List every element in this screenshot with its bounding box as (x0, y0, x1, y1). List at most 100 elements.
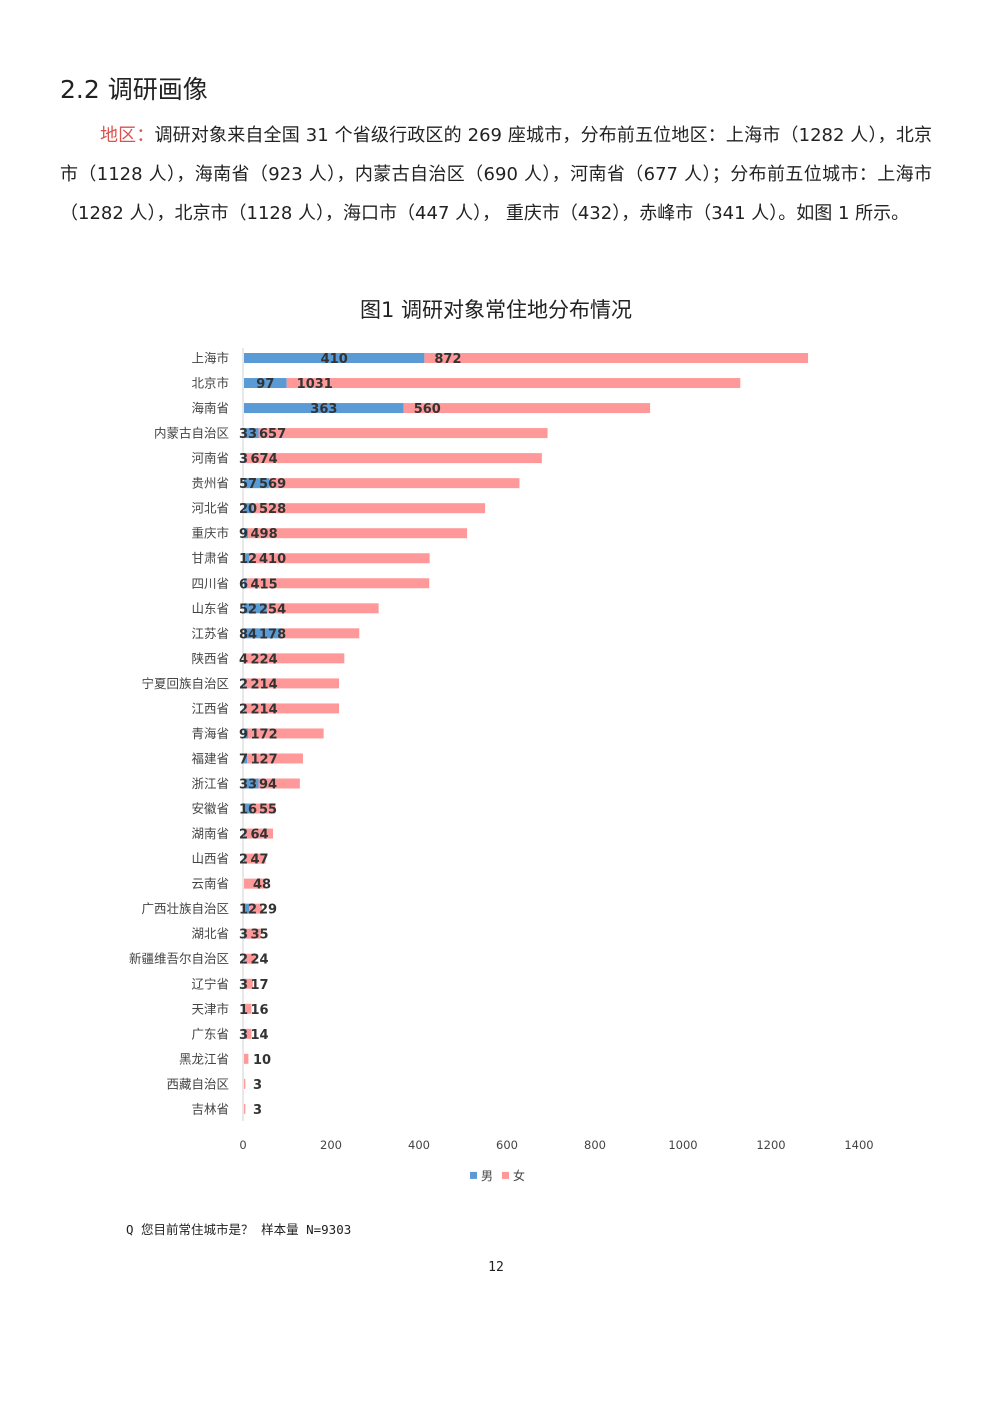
category-labels: 上海市北京市海南省内蒙古自治区河南省贵州省河北省重庆市甘肃省四川省山东省江苏省陕… (129, 351, 229, 1117)
bar-female (251, 803, 276, 814)
male-value-label: 3 (239, 928, 248, 943)
x-axis-ticks: 0 200 400 600 800 1000 1200 1400 (239, 1138, 873, 1152)
legend-label: 女 (513, 1168, 525, 1183)
male-value-label: 84 (239, 627, 257, 642)
female-value-label: 569 (259, 477, 286, 492)
page-number: 12 (488, 1260, 504, 1275)
male-value-label: 12 (239, 903, 257, 918)
category-label: 广东省 (191, 1026, 229, 1041)
x-tick-label: 600 (496, 1138, 518, 1152)
x-tick-label: 1400 (844, 1138, 873, 1152)
x-tick-label: 1200 (756, 1138, 785, 1152)
category-label: 黑龙江省 (179, 1051, 229, 1066)
bar-male (244, 753, 248, 764)
bar-female (245, 1028, 252, 1039)
category-label: 吉林省 (191, 1101, 229, 1116)
category-label: 安徽省 (191, 801, 229, 816)
male-value-label: 2 (239, 853, 248, 868)
female-value-label: 178 (259, 627, 286, 642)
female-value-label: 47 (251, 853, 269, 868)
female-value-label: 528 (259, 502, 286, 517)
male-value-label: 363 (310, 402, 337, 417)
category-label: 甘肃省 (191, 551, 229, 566)
male-value-label: 20 (239, 502, 257, 517)
category-label: 福建省 (191, 751, 229, 766)
chart-figure: 图1 调研对象常住地分布情况 上海市 北京市 海南省 内蒙古自治区 河南省 贵州省 河北省重… (0, 288, 992, 1198)
bar-male (244, 903, 250, 914)
female-value-label: 55 (259, 803, 277, 818)
female-value-label: 3 (253, 1103, 262, 1118)
female-value-label: 254 (259, 602, 286, 617)
female-value-label: 214 (251, 677, 278, 692)
bar-male (244, 778, 259, 789)
bar-female (244, 853, 266, 864)
bar-male (244, 378, 287, 389)
male-value-label: 52 (239, 602, 257, 617)
category-label: 云南省 (191, 876, 229, 891)
female-value-label: 657 (259, 427, 286, 442)
category-label: 河南省 (191, 451, 229, 466)
bar-male (244, 953, 245, 964)
bar-male (244, 678, 245, 689)
bar-female (249, 553, 430, 564)
female-value-label: 224 (251, 652, 278, 667)
female-value-label: 872 (434, 352, 461, 367)
bar-male (244, 978, 246, 989)
bar-female (244, 1003, 252, 1014)
female-value-label: 14 (251, 1028, 269, 1043)
bar-female (249, 903, 263, 914)
category-label: 内蒙古自治区 (154, 426, 229, 441)
male-value-label: 16 (239, 803, 257, 818)
category-label: 山东省 (191, 601, 229, 616)
bar-female (244, 1078, 246, 1089)
male-value-label: 2 (239, 702, 248, 717)
bar-male (244, 503, 253, 514)
bar-female (266, 603, 379, 614)
female-value-label: 674 (251, 452, 278, 467)
female-value-label: 94 (259, 778, 277, 793)
legend-swatch (502, 1171, 509, 1179)
bar-male (244, 628, 281, 639)
category-label: 青海省 (191, 726, 229, 741)
male-value-label: 2 (239, 828, 248, 843)
category-label: 广西壮族自治区 (141, 901, 229, 916)
bar-female (280, 628, 360, 639)
bar-male (244, 403, 404, 414)
bar-female (424, 353, 809, 363)
category-label: 宁夏回族自治区 (141, 676, 229, 691)
category-label: 江苏省 (191, 626, 229, 641)
bar-female (244, 1053, 249, 1064)
legend-swatch (470, 1171, 477, 1179)
category-label: 湖南省 (191, 826, 229, 841)
male-value-label: 1 (239, 1003, 248, 1018)
category-label: 海南省 (191, 401, 229, 416)
category-label: 湖北省 (191, 926, 229, 941)
category-label: 河北省 (191, 501, 229, 516)
category-label: 山西省 (191, 851, 229, 866)
x-tick-label: 200 (320, 1138, 342, 1152)
region-paragraph: 地区：调研对象来自全国 31 个省级行政区的 269 座城市，分布前五位地区：上… (60, 116, 932, 233)
category-label: 江西省 (191, 701, 229, 716)
female-value-label: 29 (259, 903, 277, 918)
bar-female (244, 1103, 246, 1114)
male-value-label: 33 (239, 778, 257, 793)
x-tick-label: 0 (239, 1138, 246, 1152)
female-value-label: 498 (251, 527, 278, 542)
female-value-label: 127 (251, 752, 278, 767)
bar-male (244, 478, 270, 489)
bar-female (247, 528, 468, 539)
bar-male (244, 1028, 246, 1039)
bar-female (245, 928, 261, 939)
male-value-label: 2 (239, 953, 248, 968)
bar-female (246, 578, 430, 589)
category-label: 四川省 (191, 576, 229, 591)
female-value-label: 214 (251, 702, 278, 717)
bar-male (244, 828, 245, 839)
bar-male (244, 453, 246, 464)
bar-male (244, 428, 259, 439)
bar-female (269, 478, 520, 489)
bar-female (258, 778, 300, 789)
male-value-label: 4 (239, 652, 248, 667)
bar-male (244, 603, 267, 614)
